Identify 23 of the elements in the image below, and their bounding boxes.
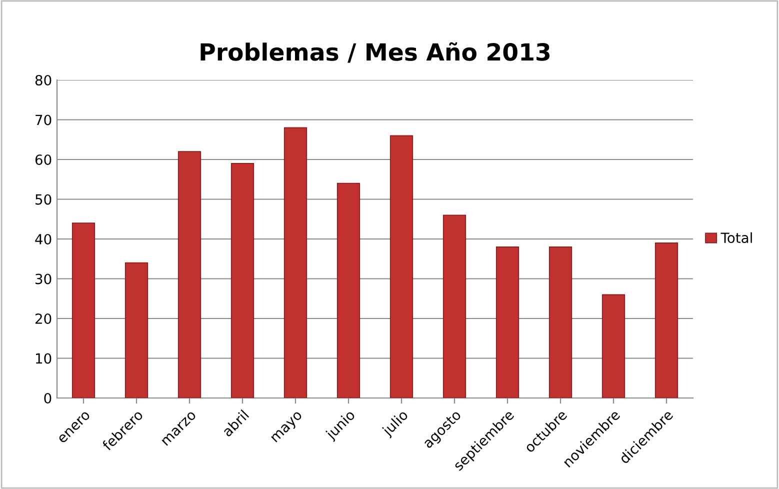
bar — [230, 163, 254, 398]
y-tick-label: 0 — [44, 392, 52, 404]
y-tick-label: 80 — [35, 74, 52, 86]
bar — [284, 127, 308, 398]
bar — [442, 214, 466, 398]
y-tick-label: 10 — [36, 353, 52, 364]
bar — [548, 246, 572, 398]
y-tick-label: 30 — [36, 274, 52, 284]
y-tick-label: 70 — [36, 114, 52, 126]
bar — [390, 135, 414, 398]
legend-label: Total — [720, 232, 752, 244]
bar — [178, 151, 202, 398]
bar — [602, 294, 626, 398]
y-tick-label: 60 — [35, 154, 52, 165]
y-tick-label: 40 — [35, 234, 52, 244]
bar — [336, 182, 360, 398]
bar — [496, 246, 520, 398]
y-tick-label: 20 — [35, 313, 52, 324]
bar — [72, 222, 96, 398]
chart-title: Problemas / Mes Año 2013 — [200, 42, 550, 63]
bar — [654, 242, 678, 398]
y-tick-label: 50 — [36, 194, 52, 205]
bar — [124, 262, 148, 398]
